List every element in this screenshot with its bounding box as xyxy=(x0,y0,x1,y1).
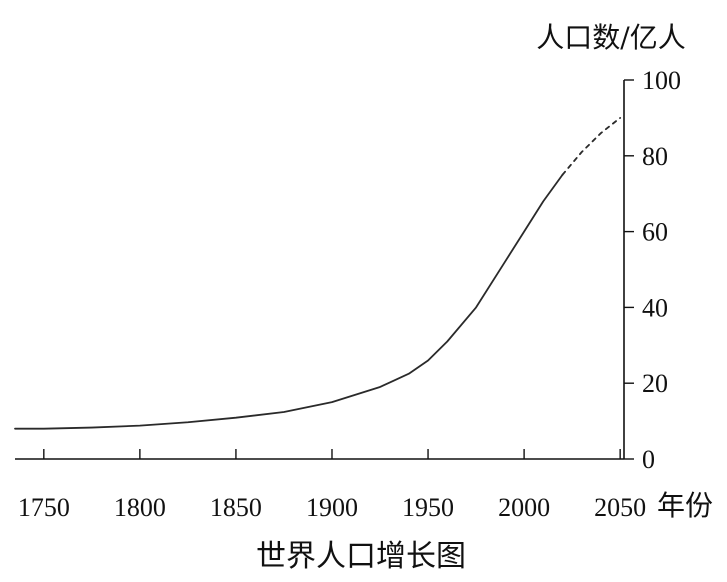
population-line xyxy=(14,173,564,430)
chart-title: 世界人口增长图 xyxy=(256,539,466,574)
y-tick-label: 0 xyxy=(642,445,655,474)
y-axis-title: 人口数/亿人 xyxy=(536,21,685,54)
y-tick-label: 20 xyxy=(642,369,668,398)
x-tick-label: 2000 xyxy=(498,493,550,522)
y-tick-label: 100 xyxy=(642,66,681,95)
x-tick-label: 1850 xyxy=(210,493,262,522)
series-group xyxy=(14,117,622,430)
x-tick-label: 1750 xyxy=(18,493,70,522)
y-tick-label: 60 xyxy=(642,218,668,247)
y-tick-label: 40 xyxy=(642,293,668,322)
ticks-group: 1750 1800 1850 1900 1950 2000 2050 0 20 40 60 80 100 xyxy=(18,66,681,522)
x-tick-label: 1950 xyxy=(402,493,454,522)
axis-group xyxy=(15,80,625,460)
x-tick-label: 1800 xyxy=(114,493,166,522)
projection-line xyxy=(561,117,622,176)
x-axis-title: 年份 xyxy=(657,489,713,522)
x-tick-label: 1900 xyxy=(306,493,358,522)
y-tick-label: 80 xyxy=(642,142,668,171)
x-tick-label: 2050 xyxy=(594,493,646,522)
